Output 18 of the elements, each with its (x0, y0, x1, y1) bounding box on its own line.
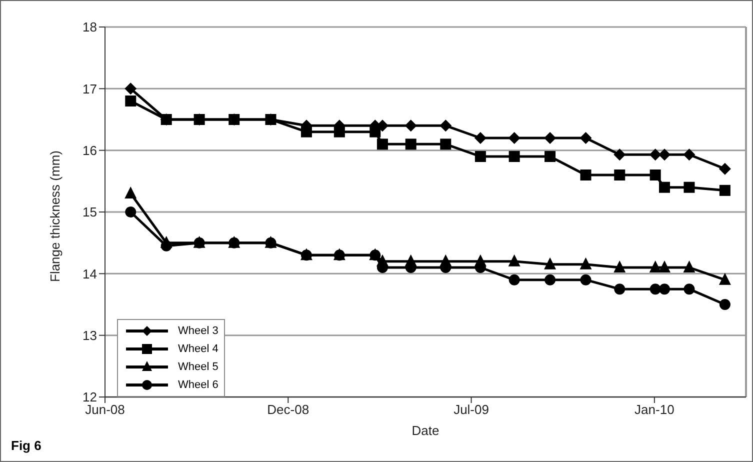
legend-label: Wheel 5 (178, 360, 218, 375)
caption: Fig 6 (11, 438, 42, 453)
legend-label: Wheel 4 (178, 342, 218, 357)
x-tick-label: Dec-08 (267, 402, 310, 418)
y-axis-title: Flange thickness (mm) (48, 150, 63, 282)
legend-label: Wheel 6 (178, 378, 218, 393)
x-tick-label: Jan-10 (634, 402, 674, 418)
legend-label: Wheel 3 (178, 324, 218, 339)
x-tick-label: Jun-08 (85, 402, 125, 418)
y-tick-label: 15 (82, 204, 97, 220)
y-tick-label: 18 (82, 20, 97, 35)
y-tick-label: 17 (82, 81, 97, 96)
y-tick-label: 14 (82, 266, 97, 282)
y-tick-label: 16 (82, 142, 97, 158)
y-tick-label: 13 (82, 328, 97, 343)
x-tick-label: Jul-09 (454, 402, 489, 418)
x-axis-title: Date (412, 423, 440, 438)
y-tick-label: 12 (82, 390, 97, 405)
